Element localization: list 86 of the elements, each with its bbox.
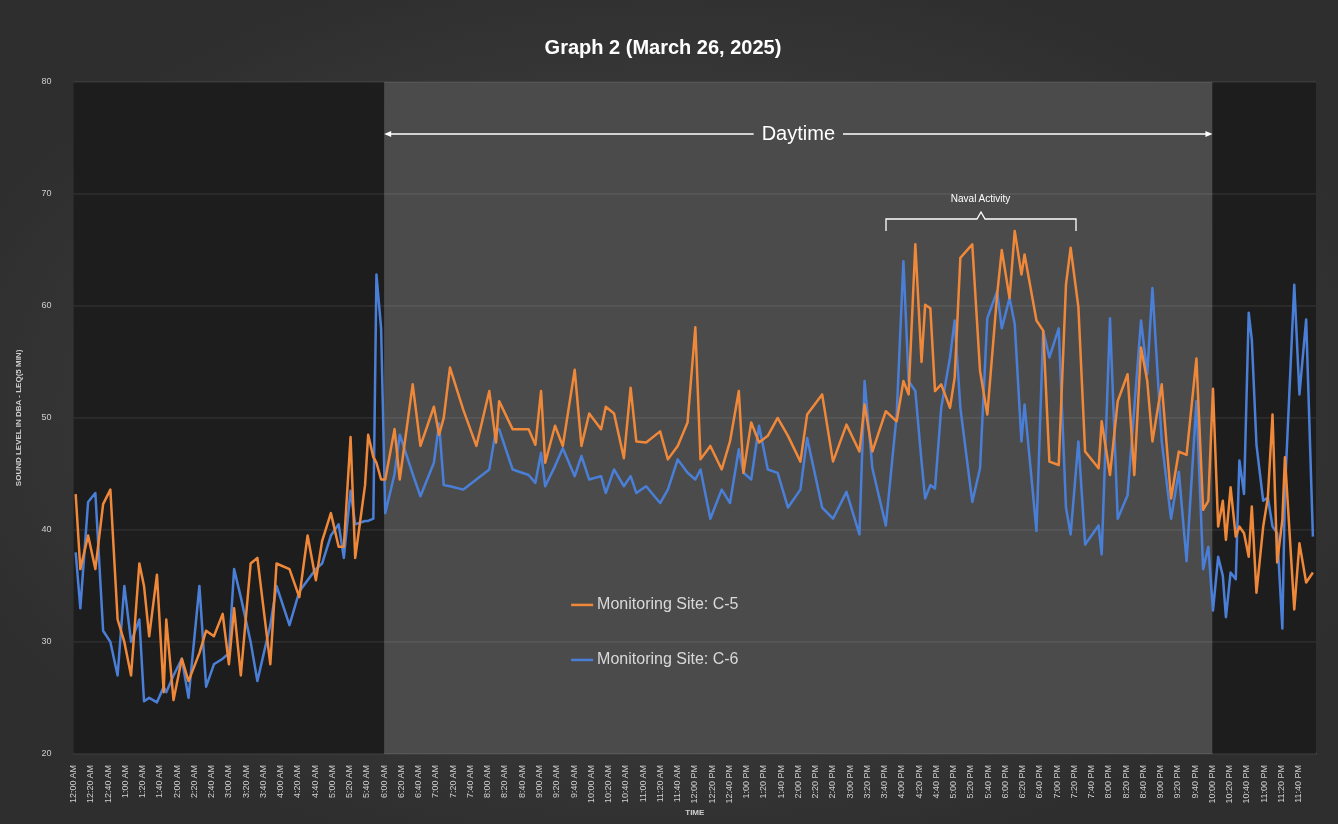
- x-tick-label: 6:20 PM: [1017, 764, 1028, 799]
- x-tick-label: 9:40 AM: [568, 764, 579, 798]
- x-tick-label: 3:40 AM: [257, 764, 268, 798]
- x-tick-label: 3:00 PM: [844, 764, 855, 799]
- y-tick-label: 80: [41, 76, 52, 87]
- x-tick-label: 7:00 PM: [1051, 764, 1062, 799]
- x-tick-label: 7:20 PM: [1068, 764, 1079, 799]
- x-tick-label: 3:40 PM: [879, 764, 890, 799]
- chart-title: Graph 2 (March 26, 2025): [544, 35, 782, 58]
- x-tick-label: 7:40 PM: [1086, 764, 1097, 799]
- y-tick-label: 60: [41, 300, 52, 311]
- x-tick-label: 10:40 PM: [1241, 764, 1252, 804]
- x-tick-label: 1:40 PM: [775, 764, 786, 799]
- x-tick-label: 12:40 PM: [723, 764, 734, 804]
- x-tick-label: 1:20 PM: [758, 764, 769, 799]
- x-tick-label: 5:40 AM: [361, 764, 372, 798]
- x-tick-label: 9:20 AM: [551, 764, 562, 798]
- x-tick-label: 9:00 PM: [1155, 764, 1166, 799]
- x-tick-label: 12:40 AM: [102, 764, 113, 803]
- x-tick-label: 6:00 PM: [999, 764, 1010, 799]
- x-tick-label: 4:40 AM: [309, 764, 320, 798]
- x-tick-label: 2:00 PM: [792, 764, 803, 799]
- y-axis-title: SOUND LEVEL IN DBA - LEQ(5 MIN): [14, 349, 23, 487]
- x-tick-label: 2:40 PM: [827, 764, 838, 799]
- x-tick-label: 10:20 PM: [1224, 764, 1235, 804]
- y-tick-label: 40: [41, 524, 52, 535]
- x-tick-label: 12:20 AM: [85, 764, 96, 803]
- x-tick-label: 9:20 PM: [1172, 764, 1183, 799]
- x-tick-label: 8:20 AM: [499, 764, 510, 798]
- x-tick-label: 11:20 PM: [1275, 764, 1286, 803]
- x-tick-label: 8:40 AM: [516, 764, 527, 798]
- x-tick-label: 12:00 PM: [689, 764, 700, 804]
- x-tick-label: 8:40 PM: [1137, 764, 1148, 799]
- x-tick-label: 1:00 AM: [119, 764, 130, 798]
- x-tick-label: 1:00 PM: [741, 764, 752, 799]
- x-tick-label: 2:00 AM: [171, 764, 182, 798]
- y-tick-label: 70: [41, 188, 52, 199]
- x-tick-label: 1:20 AM: [137, 764, 148, 798]
- x-tick-label: 8:20 PM: [1120, 764, 1131, 799]
- x-tick-label: 10:00 AM: [585, 764, 596, 803]
- band-label: Daytime: [761, 121, 836, 144]
- x-tick-label: 7:40 AM: [464, 764, 475, 798]
- legend-label: Monitoring Site: C-6: [597, 650, 739, 668]
- x-tick-label: 2:40 AM: [206, 764, 217, 798]
- x-tick-label: 6:20 AM: [395, 764, 406, 798]
- x-tick-label: 4:00 PM: [896, 764, 907, 799]
- x-tick-label: 4:20 AM: [292, 764, 303, 798]
- x-tick-label: 9:00 AM: [533, 764, 544, 798]
- x-tick-label: 1:40 AM: [154, 764, 165, 798]
- x-tick-label: 12:00 AM: [68, 764, 79, 803]
- x-tick-label: 4:00 AM: [275, 764, 286, 798]
- x-tick-label: 2:20 AM: [188, 764, 199, 798]
- x-tick-label: 12:20 PM: [706, 764, 717, 804]
- x-tick-label: 6:40 PM: [1034, 764, 1045, 799]
- x-tick-label: 11:00 PM: [1258, 764, 1269, 803]
- x-tick-label: 10:00 PM: [1206, 764, 1217, 804]
- annotation: Naval Activity: [950, 192, 1011, 204]
- x-tick-label: 7:00 AM: [430, 764, 441, 798]
- x-tick-label: 6:00 AM: [378, 764, 389, 798]
- x-tick-label: 4:20 PM: [913, 764, 924, 799]
- x-tick-label: 10:40 AM: [620, 764, 631, 803]
- x-tick-label: 11:40 AM: [672, 764, 683, 803]
- x-tick-label: 11:40 PM: [1293, 764, 1304, 803]
- x-tick-label: 2:20 PM: [810, 764, 821, 799]
- x-tick-label: 6:40 AM: [413, 764, 424, 798]
- legend-label: Monitoring Site: C-5: [597, 595, 739, 613]
- x-tick-label: 3:20 AM: [240, 764, 251, 798]
- x-tick-label: 11:20 AM: [654, 764, 665, 803]
- y-tick-label: 30: [41, 636, 52, 647]
- x-tick-label: 5:20 PM: [965, 764, 976, 799]
- x-tick-label: 3:20 PM: [861, 764, 872, 799]
- y-tick-label: 50: [41, 412, 52, 423]
- x-tick-label: 11:00 AM: [637, 764, 648, 803]
- x-tick-label: 10:20 AM: [603, 764, 614, 803]
- x-axis-title: TIME: [685, 808, 706, 818]
- x-tick-label: 3:00 AM: [223, 764, 234, 798]
- x-tick-label: 5:00 PM: [948, 764, 959, 799]
- x-tick-label: 4:40 PM: [930, 764, 941, 799]
- x-tick-label: 9:40 PM: [1189, 764, 1200, 799]
- x-tick-label: 5:20 AM: [344, 764, 355, 798]
- x-tick-label: 5:00 AM: [326, 764, 337, 798]
- y-tick-label: 20: [41, 748, 52, 759]
- x-tick-label: 8:00 AM: [482, 764, 493, 798]
- x-tick-label: 7:20 AM: [447, 764, 458, 798]
- x-tick-label: 8:00 PM: [1103, 764, 1114, 799]
- x-tick-label: 5:40 PM: [982, 764, 993, 799]
